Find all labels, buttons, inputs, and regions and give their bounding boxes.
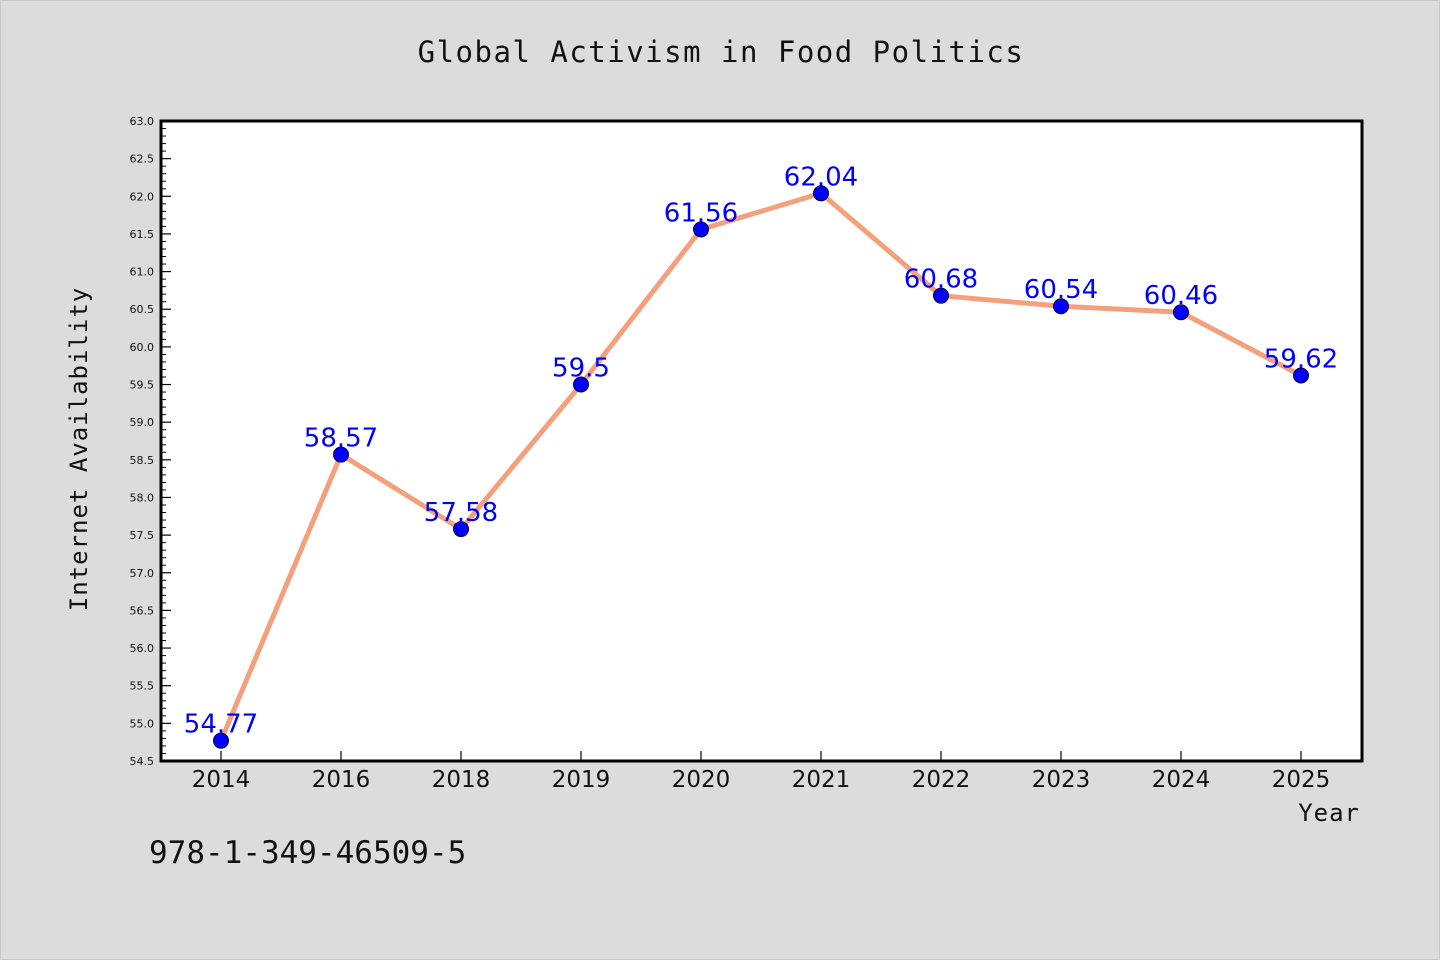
data-point [1173, 304, 1189, 321]
y-axis: 54.5 55.0 55.5 56.0 56.5 57.0 57.5 58.0 58.5 59.0… [130, 115, 171, 768]
x-tick-label: 2022 [912, 767, 971, 793]
data-label: 61.56 [664, 198, 738, 228]
data-label: 62.04 [784, 162, 858, 192]
data-label: 60.54 [1024, 275, 1098, 305]
data-point [1293, 367, 1309, 384]
y-tick-label: 55.0 [130, 717, 155, 730]
y-tick-label: 60.0 [130, 341, 155, 354]
y-tick-label: 54.5 [130, 755, 155, 768]
y-tick-label: 57.5 [130, 529, 155, 542]
x-tick-label: 2020 [672, 767, 731, 793]
x-tick-label: 2021 [792, 767, 851, 793]
data-labels: 54.77 58.57 57.58 59.5 61.56 62.04 60.68 60.54 6… [184, 162, 1338, 739]
x-axis-label: Year [1298, 799, 1360, 827]
x-tick-label: 2023 [1032, 767, 1091, 793]
data-label: 60.68 [904, 265, 978, 295]
data-point [213, 732, 229, 749]
plot-area [159, 119, 1364, 763]
x-tick-label: 2019 [552, 767, 611, 793]
data-point [573, 376, 589, 393]
y-tick-label: 59.5 [130, 379, 155, 392]
data-point [693, 221, 709, 238]
data-label: 57.58 [424, 498, 498, 528]
footer-code: 978-1-349-46509-5 [149, 835, 467, 871]
data-label: 54.77 [184, 710, 258, 740]
x-tick-label: 2024 [1152, 767, 1211, 793]
x-tick-label: 2014 [192, 767, 251, 793]
data-point [333, 446, 349, 463]
data-point [813, 185, 829, 202]
series-markers [213, 185, 1309, 749]
y-tick-label: 62.5 [130, 153, 155, 166]
data-label: 60.46 [1144, 281, 1218, 311]
y-tick-label: 59.0 [130, 416, 155, 429]
x-tick-label: 2018 [432, 767, 491, 793]
y-tick-label: 60.5 [130, 303, 155, 316]
y-tick-label: 56.5 [130, 604, 155, 617]
y-axis-label: Internet Availability [65, 287, 93, 611]
y-tick-label: 61.0 [130, 266, 155, 279]
y-tick-label: 61.5 [130, 228, 155, 241]
x-tick-label: 2016 [312, 767, 371, 793]
y-tick-label: 58.5 [130, 454, 155, 467]
data-label: 59.62 [1264, 344, 1338, 374]
data-label: 59.5 [552, 354, 610, 384]
data-point [453, 521, 469, 538]
y-tick-label: 55.5 [130, 680, 155, 693]
data-label: 58.57 [304, 424, 378, 454]
data-point [933, 287, 949, 304]
y-tick-label: 62.0 [130, 190, 155, 203]
series-line [218, 190, 1304, 744]
y-tick-label: 63.0 [130, 115, 155, 128]
y-tick-label: 58.0 [130, 491, 155, 504]
data-point [1053, 298, 1069, 315]
y-tick-label: 56.0 [130, 642, 155, 655]
x-tick-label: 2025 [1272, 767, 1331, 793]
chart-title: Global Activism in Food Politics [417, 35, 1025, 69]
x-axis: 2014 2016 2018 2019 2020 2021 2022 2023 2024 2025 [192, 751, 1331, 793]
y-tick-label: 57.0 [130, 567, 155, 580]
